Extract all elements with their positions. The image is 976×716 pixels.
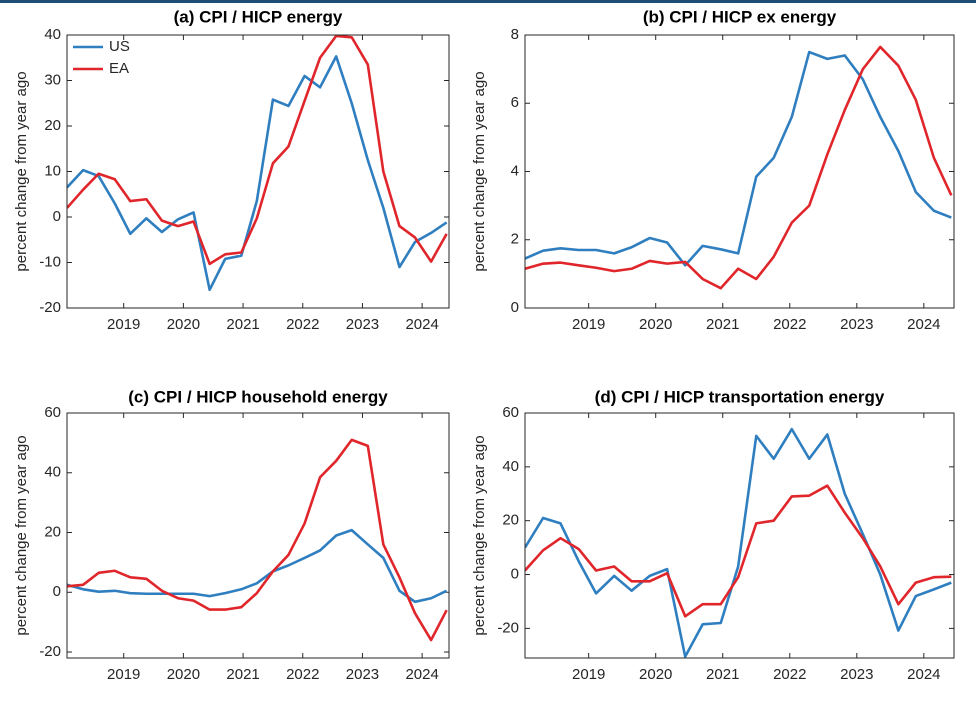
panel: (d) CPI / HICP transportation energy perc… <box>471 387 955 683</box>
y-tick-label: 0 <box>511 299 519 316</box>
x-tick-label: 2021 <box>226 666 259 683</box>
y-axis-label: percent change from year ago <box>471 71 488 271</box>
legend-label: EA <box>109 60 129 77</box>
x-tick-label: 2024 <box>405 316 438 333</box>
y-tick-label: 6 <box>511 94 519 111</box>
y-tick-label: -20 <box>497 619 519 636</box>
x-tick-label: 2021 <box>226 316 259 333</box>
series-line <box>67 528 448 604</box>
plot-frame <box>66 412 450 659</box>
x-tick-label: 2020 <box>167 316 200 333</box>
plot-frame <box>524 412 955 659</box>
chart-title: (a) CPI / HICP energy <box>174 7 343 26</box>
plot-lines <box>67 438 448 642</box>
x-tick-label: 2023 <box>840 666 873 683</box>
x-tick-label: 2022 <box>773 666 806 683</box>
plot-lines <box>525 45 953 290</box>
y-tick-label: 20 <box>44 523 61 540</box>
series-line <box>67 438 448 642</box>
x-tick-label: 2023 <box>346 666 379 683</box>
x-tick-label: 2019 <box>107 666 140 683</box>
plot-frame <box>66 34 450 309</box>
chart-title: (c) CPI / HICP household energy <box>128 387 388 406</box>
y-tick-label: -20 <box>39 643 61 660</box>
x-tick-label: 2020 <box>167 666 200 683</box>
series-line <box>67 35 448 266</box>
y-axis-label: percent change from year ago <box>13 71 30 271</box>
series-line <box>525 427 952 658</box>
y-tick-label: 40 <box>44 464 61 481</box>
x-tick-label: 2024 <box>907 666 940 683</box>
y-tick-label: 10 <box>44 162 61 179</box>
x-tick-label: 2024 <box>907 316 940 333</box>
series-line <box>525 484 952 618</box>
legend-label: US <box>109 38 130 55</box>
x-tick-label: 2022 <box>286 316 319 333</box>
x-tick-label: 2022 <box>286 666 319 683</box>
x-tick-label: 2019 <box>572 316 605 333</box>
chart-title: (d) CPI / HICP transportation energy <box>595 387 885 406</box>
y-axis-label: percent change from year ago <box>471 435 488 635</box>
y-tick-label: 60 <box>44 404 61 421</box>
x-tick-label: 2020 <box>639 316 672 333</box>
series-line <box>525 45 953 290</box>
y-axis-label: percent change from year ago <box>13 435 30 635</box>
y-tick-label: -20 <box>39 299 61 316</box>
x-tick-label: 2024 <box>405 666 438 683</box>
y-tick-label: 4 <box>511 162 519 179</box>
chart-title: (b) CPI / HICP ex energy <box>643 7 837 26</box>
x-tick-label: 2019 <box>107 316 140 333</box>
y-tick-label: 20 <box>44 117 61 134</box>
x-tick-label: 2021 <box>706 316 739 333</box>
y-tick-label: 60 <box>502 404 519 421</box>
plot-frame <box>524 34 955 309</box>
x-tick-label: 2023 <box>346 316 379 333</box>
y-tick-label: 0 <box>53 583 61 600</box>
plot-lines <box>525 427 952 658</box>
panel: (b) CPI / HICP ex energy percent change f… <box>471 7 955 333</box>
y-tick-label: 40 <box>44 26 61 43</box>
y-tick-label: 2 <box>511 231 519 248</box>
series-line <box>525 50 952 267</box>
plot-lines <box>67 35 448 292</box>
y-tick-label: 30 <box>44 71 61 88</box>
y-tick-label: 0 <box>511 566 519 583</box>
x-tick-label: 2021 <box>706 666 739 683</box>
x-tick-label: 2022 <box>773 316 806 333</box>
y-tick-label: 8 <box>511 26 519 43</box>
x-tick-label: 2019 <box>572 666 605 683</box>
panel: (a) CPI / HICP energy percent change from… <box>13 7 450 333</box>
y-tick-label: 40 <box>502 458 519 475</box>
x-tick-label: 2020 <box>639 666 672 683</box>
y-tick-label: 0 <box>53 208 61 225</box>
x-tick-label: 2023 <box>840 316 873 333</box>
panel: (c) CPI / HICP household energy percent c… <box>13 387 450 683</box>
y-tick-label: -10 <box>39 253 61 270</box>
y-tick-label: 20 <box>502 512 519 529</box>
series-line <box>67 55 448 292</box>
header-rule <box>0 0 976 3</box>
